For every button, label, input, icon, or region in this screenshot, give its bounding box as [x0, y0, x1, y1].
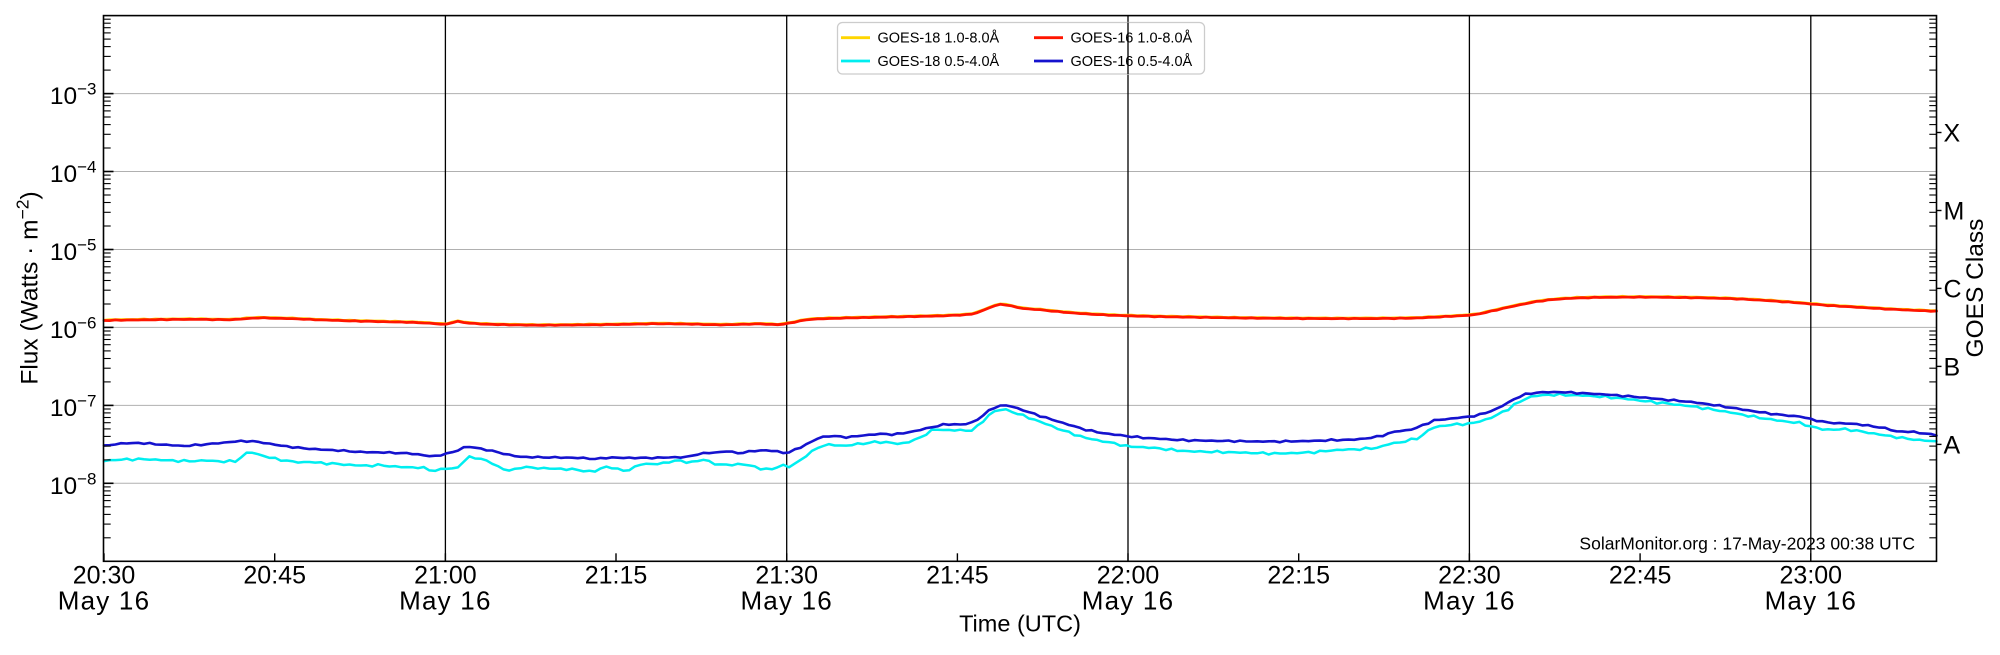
svg-text:Time (UTC): Time (UTC): [959, 611, 1081, 637]
svg-text:23:00: 23:00: [1780, 562, 1843, 590]
svg-text:SolarMonitor.org : 17-May-2023: SolarMonitor.org : 17-May-2023 00:38 UTC: [1579, 534, 1915, 554]
svg-text:10−7: 10−7: [50, 391, 97, 422]
svg-text:GOES-16 0.5-4.0Å: GOES-16 0.5-4.0Å: [1071, 53, 1193, 70]
svg-text:Flux (Watts · m−2): Flux (Watts · m−2): [13, 191, 44, 384]
svg-text:GOES-16 1.0-8.0Å: GOES-16 1.0-8.0Å: [1071, 30, 1193, 47]
svg-text:C: C: [1944, 275, 1962, 303]
svg-text:May 16: May 16: [58, 586, 150, 616]
svg-text:X: X: [1944, 120, 1961, 148]
svg-text:20:30: 20:30: [73, 562, 136, 590]
svg-text:GOES Class: GOES Class: [1962, 219, 1989, 358]
svg-text:B: B: [1944, 353, 1961, 381]
svg-text:22:45: 22:45: [1609, 562, 1672, 590]
svg-text:GOES-18 1.0-8.0Å: GOES-18 1.0-8.0Å: [878, 30, 1000, 47]
svg-text:21:30: 21:30: [755, 562, 818, 590]
svg-text:20:45: 20:45: [243, 562, 306, 590]
svg-text:22:15: 22:15: [1267, 562, 1330, 590]
svg-text:21:15: 21:15: [585, 562, 648, 590]
svg-text:May 16: May 16: [740, 586, 832, 616]
svg-text:GOES-18 0.5-4.0Å: GOES-18 0.5-4.0Å: [878, 53, 1000, 70]
svg-text:22:30: 22:30: [1438, 562, 1501, 590]
svg-text:May 16: May 16: [399, 586, 491, 616]
svg-text:21:45: 21:45: [926, 562, 989, 590]
svg-text:May 16: May 16: [1765, 586, 1857, 616]
svg-text:A: A: [1944, 431, 1961, 459]
svg-text:May 16: May 16: [1082, 586, 1174, 616]
svg-text:22:00: 22:00: [1097, 562, 1160, 590]
svg-text:May 16: May 16: [1423, 586, 1515, 616]
svg-text:21:00: 21:00: [414, 562, 477, 590]
svg-text:M: M: [1944, 198, 1965, 226]
